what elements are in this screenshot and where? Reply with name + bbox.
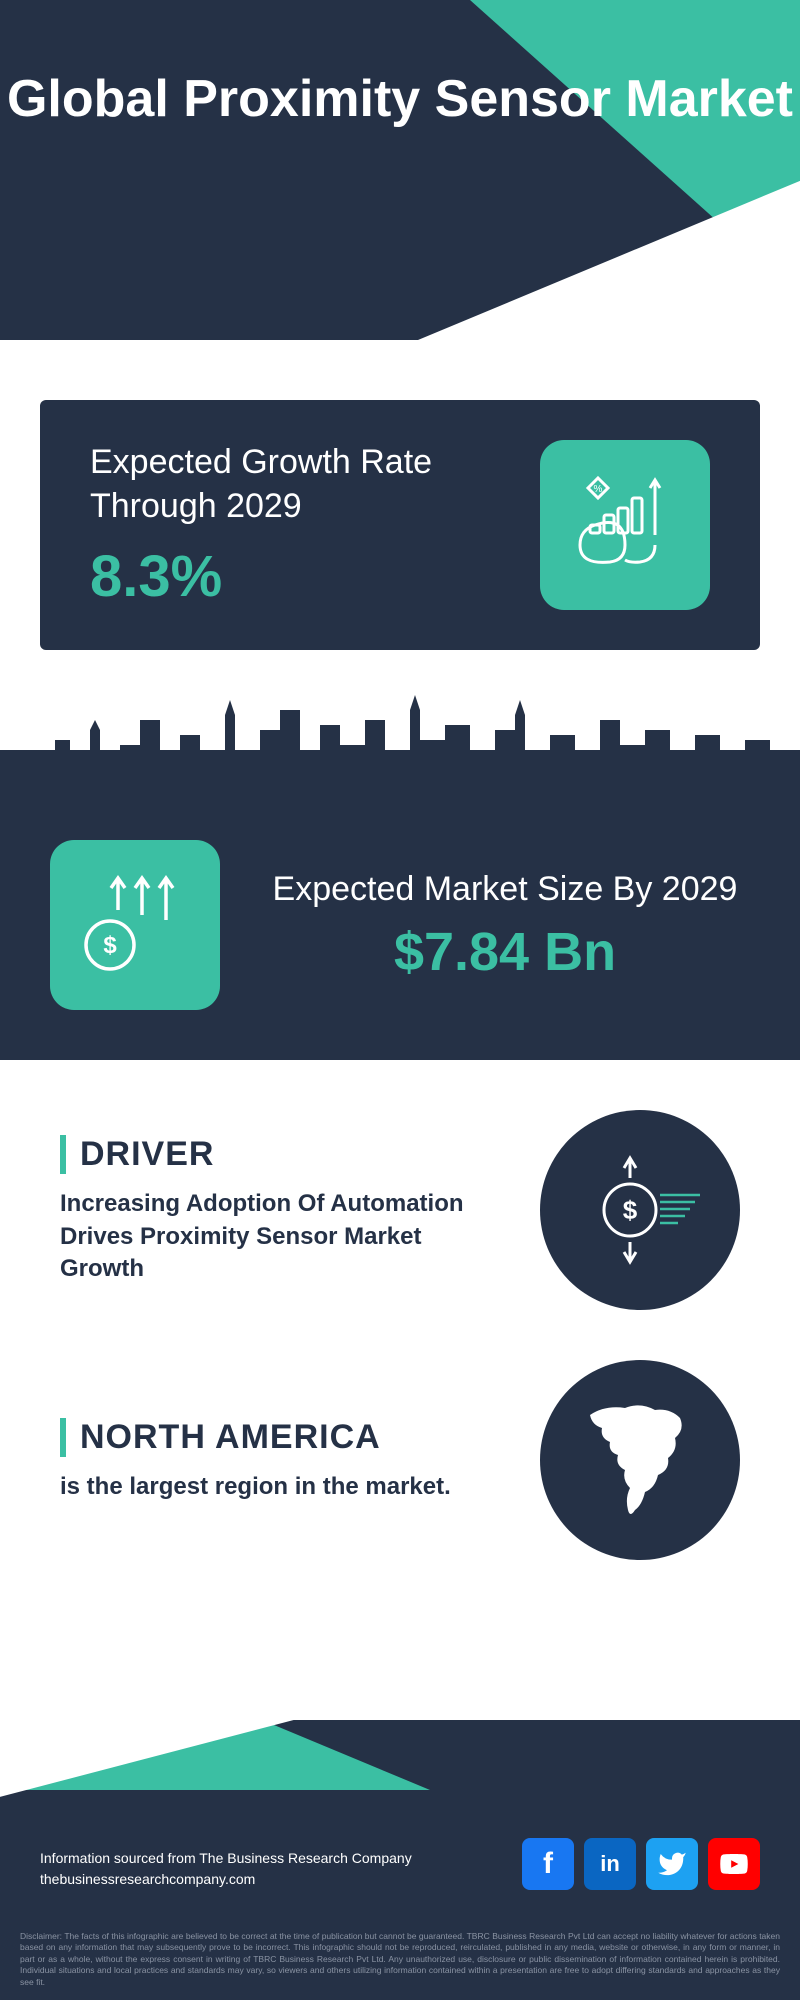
header-triangle-white (370, 160, 800, 340)
youtube-icon[interactable] (708, 1838, 760, 1890)
growth-text-block: Expected Growth Rate Through 2029 8.3% (90, 440, 540, 610)
driver-description: Increasing Adoption Of Automation Drives… (60, 1188, 510, 1285)
source-line-1: Information sourced from The Business Re… (40, 1848, 412, 1869)
market-dollar-icon: $ (50, 840, 220, 1010)
header-banner: Global Proximity Sensor Market (0, 0, 800, 340)
footer-source: Information sourced from The Business Re… (40, 1848, 412, 1890)
twitter-icon[interactable] (646, 1838, 698, 1890)
social-row: f in (522, 1838, 760, 1890)
linkedin-icon[interactable]: in (584, 1838, 636, 1890)
footer-content: Information sourced from The Business Re… (40, 1838, 760, 1890)
facebook-icon[interactable]: f (522, 1838, 574, 1890)
region-description: is the largest region in the market. (60, 1471, 510, 1503)
page-title: Global Proximity Sensor Market (0, 0, 800, 130)
skyline-divider (0, 680, 800, 820)
footer-triangle-white (0, 1720, 370, 1810)
driver-text: DRIVER Increasing Adoption Of Automation… (60, 1135, 510, 1285)
region-heading: NORTH AMERICA (60, 1418, 510, 1457)
info-section: DRIVER Increasing Adoption Of Automation… (0, 1060, 800, 1640)
market-label: Expected Market Size By 2029 (260, 867, 750, 911)
svg-text:%: % (594, 484, 603, 495)
market-text-block: Expected Market Size By 2029 $7.84 Bn (260, 867, 750, 983)
driver-circle-icon: $ (540, 1110, 740, 1310)
region-circle-icon (540, 1360, 740, 1560)
disclaimer-text: Disclaimer: The facts of this infographi… (20, 1931, 780, 1988)
growth-rate-panel: Expected Growth Rate Through 2029 8.3% % (40, 400, 760, 650)
growth-value: 8.3% (90, 543, 540, 610)
market-size-panel: $ Expected Market Size By 2029 $7.84 Bn (0, 820, 800, 1060)
footer: Information sourced from The Business Re… (0, 1720, 800, 2000)
growth-label: Expected Growth Rate Through 2029 (90, 440, 540, 528)
growth-chart-icon: % (540, 440, 710, 610)
driver-row: DRIVER Increasing Adoption Of Automation… (60, 1110, 740, 1310)
driver-heading: DRIVER (60, 1135, 510, 1174)
svg-text:$: $ (103, 932, 117, 959)
market-value: $7.84 Bn (260, 921, 750, 983)
source-line-2: thebusinessresearchcompany.com (40, 1869, 412, 1890)
region-text: NORTH AMERICA is the largest region in t… (60, 1418, 510, 1503)
svg-text:$: $ (623, 1195, 638, 1225)
region-row: NORTH AMERICA is the largest region in t… (60, 1360, 740, 1560)
